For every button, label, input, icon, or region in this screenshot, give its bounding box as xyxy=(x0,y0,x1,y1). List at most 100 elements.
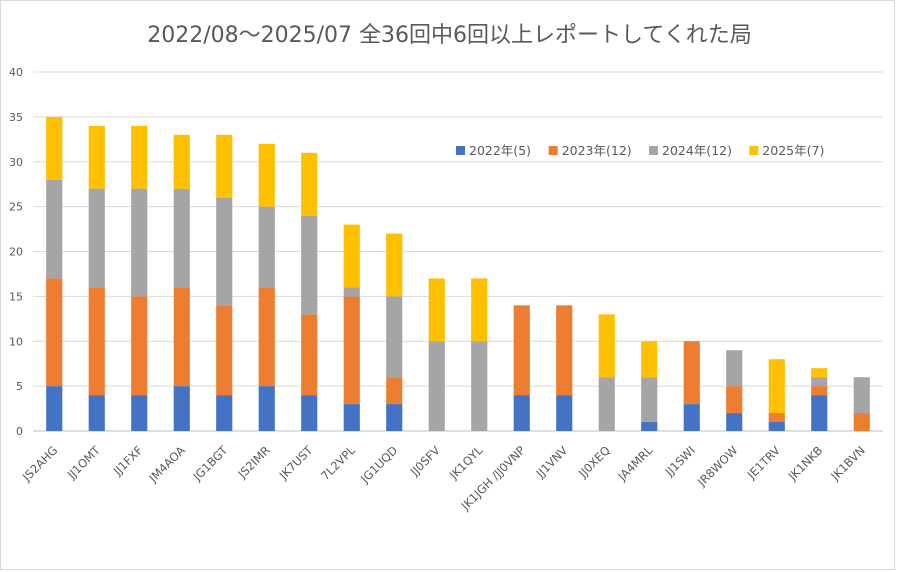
x-tick-label: JK1BVN xyxy=(827,443,867,483)
bar-segment xyxy=(513,395,530,431)
bar-segment xyxy=(811,395,828,431)
bar-segment xyxy=(173,134,190,189)
legend-label: 2022年(5) xyxy=(469,143,531,158)
bar-segment xyxy=(386,296,403,378)
legend-label: 2023年(12) xyxy=(562,143,632,158)
y-tick-label: 35 xyxy=(9,111,23,124)
x-tick-label: JJ1VNV xyxy=(533,443,571,481)
bar-segment xyxy=(301,152,318,216)
x-tick-label: JA4MRL xyxy=(615,443,656,484)
bar-segment xyxy=(598,377,615,431)
bar-segment xyxy=(683,404,700,431)
y-tick-label: 0 xyxy=(16,425,23,438)
y-tick-label: 30 xyxy=(9,156,23,169)
x-tick-label: JK7UST xyxy=(276,443,316,483)
chart-title: 2022/08～2025/07 全36回中6回以上レポートしてくれた局 xyxy=(147,23,752,48)
bar-segment xyxy=(343,296,360,405)
bar-segment xyxy=(88,125,105,189)
x-axis-labels: JS2AHG JJ1OMT JJ1FXF JM4AOA JG1BGT JS2IMR JK7U… xyxy=(19,443,868,514)
x-tick-label: JJ1OMT xyxy=(64,443,104,483)
bar-segment xyxy=(768,359,785,414)
bar-segment xyxy=(641,377,658,423)
x-tick-label: JE1TRV xyxy=(744,443,783,482)
bar-segment xyxy=(811,386,828,396)
bar-segment xyxy=(428,278,445,342)
bar-segment xyxy=(216,305,233,396)
x-tick-label: JJ1FXF xyxy=(110,443,146,479)
x-tick-label: JM4AOA xyxy=(145,443,188,486)
legend-label: 2025年(7) xyxy=(762,143,824,158)
legend: 2022年(5) 2023年(12) 2024年(12) 2025年(7) xyxy=(456,143,824,158)
bar-segment xyxy=(46,116,63,180)
x-tick-label: JK1QYL xyxy=(446,443,486,483)
bar-segment xyxy=(131,395,148,431)
x-tick-label: JJ0XEQ xyxy=(575,443,613,481)
bar-segment xyxy=(301,395,318,431)
bar-segment xyxy=(343,287,360,297)
y-tick-label: 25 xyxy=(9,201,23,214)
bar-segment xyxy=(216,395,233,431)
legend-swatch xyxy=(649,146,658,155)
y-tick-label: 40 xyxy=(9,66,23,79)
bar-segment xyxy=(258,386,275,431)
bar-segment xyxy=(343,224,360,288)
bar-segment xyxy=(131,188,148,297)
bar-segment xyxy=(853,413,870,431)
bar-segment xyxy=(258,287,275,387)
bar-segment xyxy=(641,341,658,378)
bar-segment xyxy=(343,404,360,431)
bar-segment xyxy=(131,296,148,396)
y-tick-label: 15 xyxy=(9,290,23,303)
bar-segment xyxy=(683,341,700,405)
y-axis-ticks: 0 5 10 15 20 25 30 35 40 xyxy=(9,66,23,438)
bar-segment xyxy=(46,278,63,387)
x-tick-label: JK1NKB xyxy=(785,443,826,484)
bar-segment xyxy=(88,395,105,431)
legend-swatch xyxy=(456,146,465,155)
bar-segment xyxy=(88,287,105,396)
bar-segment xyxy=(216,197,233,306)
bar-segment xyxy=(173,287,190,387)
x-tick-label: JJ1SWI xyxy=(662,443,698,479)
x-tick-label: JS2AHG xyxy=(19,443,60,484)
y-tick-label: 10 xyxy=(9,335,23,348)
legend-swatch xyxy=(749,146,759,155)
x-tick-label: JG1BGT xyxy=(189,443,231,485)
bar-segment xyxy=(258,143,275,207)
bar-segment xyxy=(88,188,105,288)
x-tick-label: 7L2VPL xyxy=(318,443,358,483)
bar-segment xyxy=(811,377,828,387)
legend-swatch xyxy=(548,146,558,155)
x-tick-label: JS2IMR xyxy=(234,443,272,481)
bar-segment xyxy=(556,395,573,431)
bar-segment xyxy=(173,386,190,431)
x-tick-label: JR8WOW xyxy=(694,443,740,489)
bar-segment xyxy=(428,341,445,431)
bars xyxy=(46,116,870,431)
x-tick-label: JG1UQD xyxy=(357,443,400,486)
bar-segment xyxy=(258,206,275,288)
bar-segment xyxy=(726,413,743,431)
bar-segment xyxy=(513,305,530,396)
bar-segment xyxy=(131,125,148,189)
bar-segment xyxy=(726,350,743,387)
legend-label: 2024年(12) xyxy=(662,143,732,158)
bar-segment xyxy=(641,422,658,431)
bar-segment xyxy=(301,314,318,396)
bar-segment xyxy=(811,368,828,378)
bar-segment xyxy=(173,188,190,288)
bar-segment xyxy=(853,377,870,414)
y-tick-label: 20 xyxy=(9,246,23,259)
bar-segment xyxy=(46,179,63,279)
bar-segment xyxy=(471,341,488,431)
bar-segment xyxy=(386,404,403,431)
bar-segment xyxy=(301,215,318,315)
bar-segment xyxy=(556,305,573,396)
bar-segment xyxy=(386,233,403,297)
bar-segment xyxy=(46,386,63,431)
bar-segment xyxy=(471,278,488,342)
y-tick-label: 5 xyxy=(16,380,23,393)
bar-segment xyxy=(386,377,403,405)
